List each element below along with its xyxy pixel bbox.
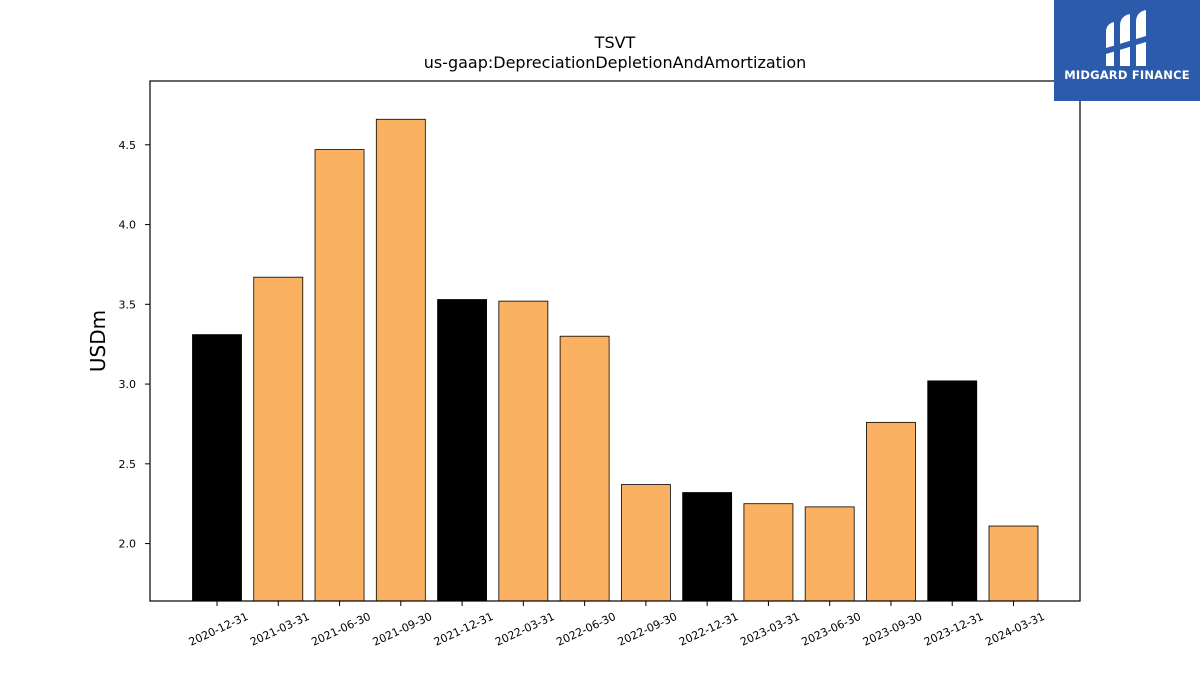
bar-2023-06-30 bbox=[804, 506, 855, 602]
x-axis: 2020-12-312021-03-312021-06-302021-09-30… bbox=[187, 601, 1047, 649]
y-tick-label: 3.5 bbox=[119, 298, 137, 311]
midgard-logo-icon bbox=[1106, 10, 1146, 66]
bar-2022-12-31 bbox=[682, 492, 733, 602]
bar-2021-03-31 bbox=[253, 276, 304, 602]
bar-2021-12-31 bbox=[437, 299, 487, 602]
bar-2020-12-31 bbox=[192, 334, 242, 602]
bar-2023-09-30 bbox=[866, 421, 916, 602]
x-tick-label: 2023-12-31 bbox=[922, 610, 985, 649]
y-tick-label: 3.0 bbox=[119, 378, 137, 391]
x-tick-label: 2022-12-31 bbox=[677, 610, 740, 649]
bar-2024-03-31 bbox=[988, 525, 1039, 602]
x-tick-label: 2023-09-30 bbox=[861, 610, 924, 649]
x-tick-label: 2021-03-31 bbox=[248, 610, 311, 649]
y-axis-label: USDm bbox=[86, 310, 110, 372]
brand-logo: MIDGARD FINANCE bbox=[1054, 0, 1200, 101]
bar-2021-06-30 bbox=[314, 149, 365, 602]
logo-text: MIDGARD FINANCE bbox=[1064, 68, 1190, 82]
plot-frame bbox=[149, 80, 1081, 602]
bar-2022-03-31 bbox=[498, 300, 549, 602]
y-tick-label: 2.0 bbox=[119, 538, 137, 551]
bar-2023-12-31 bbox=[927, 380, 978, 602]
x-tick-label: 2022-09-30 bbox=[616, 610, 679, 649]
y-tick-label: 4.5 bbox=[119, 139, 137, 152]
y-tick-label: 4.0 bbox=[119, 219, 137, 232]
x-tick-label: 2021-12-31 bbox=[432, 610, 495, 649]
x-tick-label: 2021-09-30 bbox=[371, 610, 434, 649]
x-tick-label: 2022-06-30 bbox=[554, 610, 617, 649]
chart-subtitle: us-gaap:DepreciationDepletionAndAmortiza… bbox=[424, 53, 807, 72]
x-tick-label: 2023-06-30 bbox=[800, 610, 863, 649]
x-tick-label: 2020-12-31 bbox=[187, 610, 250, 649]
bar-2022-06-30 bbox=[559, 335, 610, 602]
x-tick-label: 2022-03-31 bbox=[493, 610, 556, 649]
bars-group bbox=[192, 118, 1039, 602]
chart-title: TSVT bbox=[594, 33, 636, 52]
y-axis: 2.0 2.5 3.0 3.5 4.0 4.5 bbox=[119, 139, 150, 551]
bar-2021-09-30 bbox=[375, 118, 426, 602]
x-tick-label: 2024-03-31 bbox=[983, 610, 1046, 649]
x-tick-label: 2021-06-30 bbox=[309, 610, 372, 649]
x-tick-label: 2023-03-31 bbox=[738, 610, 801, 649]
y-tick-label: 2.5 bbox=[119, 458, 137, 471]
bar-2023-03-31 bbox=[743, 503, 794, 602]
bar-2022-09-30 bbox=[620, 484, 671, 602]
